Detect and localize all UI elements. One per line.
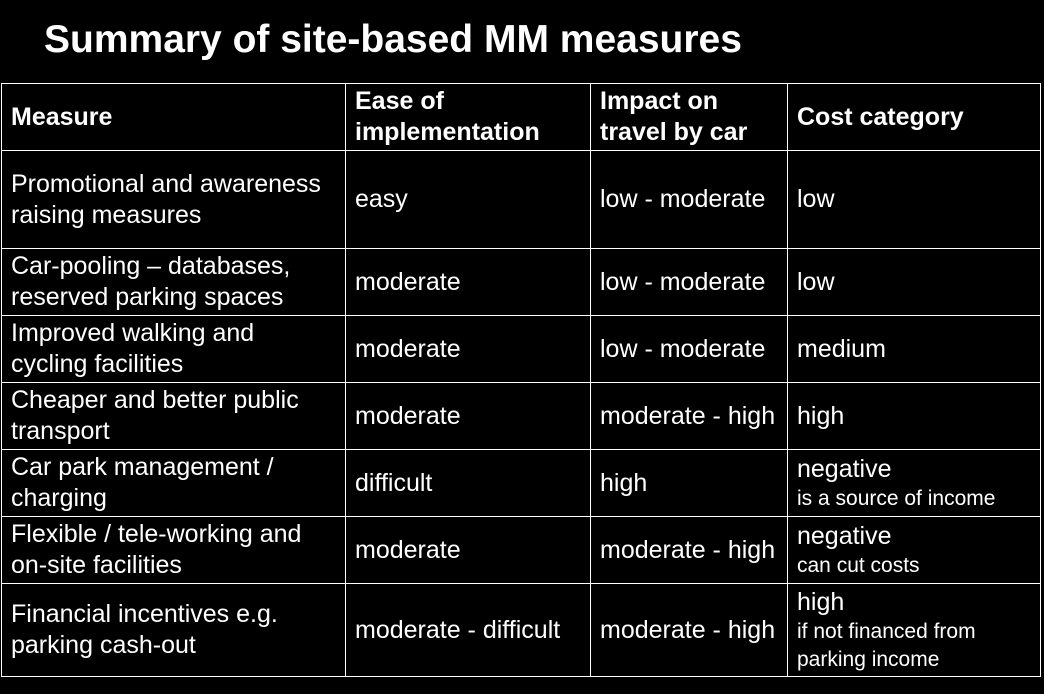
table-row: Improved walking and cycling facilities … [1, 315, 1041, 383]
measure-cell: Car park management / charging [1, 449, 346, 517]
summary-table: Measure Ease of implementation Impact on… [1, 83, 1041, 677]
measure-cell: Financial incentives e.g. parking cash-o… [1, 583, 346, 677]
table-row: Flexible / tele-working and on-site faci… [1, 516, 1041, 584]
measure-cell: Flexible / tele-working and on-site faci… [1, 516, 346, 584]
cost-note: if not financed from parking income [797, 619, 976, 671]
table-row: Cheaper and better public transport mode… [1, 382, 1041, 450]
cost-note: is a source of income [797, 486, 996, 510]
measure-cell: Car-pooling – databases, reserved parkin… [1, 248, 346, 316]
cost-value: medium [797, 334, 886, 363]
table-header-row: Measure Ease of implementation Impact on… [1, 83, 1041, 151]
cost-value: high [797, 587, 845, 616]
ease-cell: moderate [345, 315, 591, 383]
slide-title: Summary of site-based MM measures [44, 18, 742, 61]
cost-value: negative [797, 521, 892, 550]
header-measure: Measure [1, 83, 346, 151]
impact-cell: high [590, 449, 788, 517]
cost-value: negative [797, 454, 892, 483]
cost-cell: negative is a source of income [787, 449, 1041, 517]
ease-cell: moderate [345, 516, 591, 584]
cost-cell: high if not financed from parking income [787, 583, 1041, 677]
ease-cell: difficult [345, 449, 591, 517]
impact-cell: moderate - high [590, 516, 788, 584]
impact-cell: moderate - high [590, 382, 788, 450]
table-row: Car-pooling – databases, reserved parkin… [1, 248, 1041, 316]
measure-cell: Improved walking and cycling facilities [1, 315, 346, 383]
ease-cell: moderate - difficult [345, 583, 591, 677]
cost-cell: low [787, 248, 1041, 316]
impact-cell: low - moderate [590, 315, 788, 383]
cost-note: can cut costs [797, 553, 920, 577]
table-row: Financial incentives e.g. parking cash-o… [1, 583, 1041, 677]
cost-cell: negative can cut costs [787, 516, 1041, 584]
cost-cell: low [787, 150, 1041, 249]
header-cost-category: Cost category [787, 83, 1041, 151]
ease-cell: easy [345, 150, 591, 249]
impact-cell: low - moderate [590, 248, 788, 316]
header-impact-on-travel: Impact on travel by car [590, 83, 788, 151]
impact-cell: moderate - high [590, 583, 788, 677]
cost-cell: high [787, 382, 1041, 450]
ease-cell: moderate [345, 248, 591, 316]
ease-cell: moderate [345, 382, 591, 450]
table-row: Promotional and awareness raising measur… [1, 150, 1041, 249]
cost-value: low [797, 185, 835, 213]
header-ease-of-implementation: Ease of implementation [345, 83, 591, 151]
measure-cell: Promotional and awareness raising measur… [1, 150, 346, 249]
measure-cell: Cheaper and better public transport [1, 382, 346, 450]
cost-value: low [797, 267, 835, 296]
cost-cell: medium [787, 315, 1041, 383]
table-row: Car park management / charging difficult… [1, 449, 1041, 517]
impact-cell: low - moderate [590, 150, 788, 249]
cost-value: high [797, 401, 845, 430]
